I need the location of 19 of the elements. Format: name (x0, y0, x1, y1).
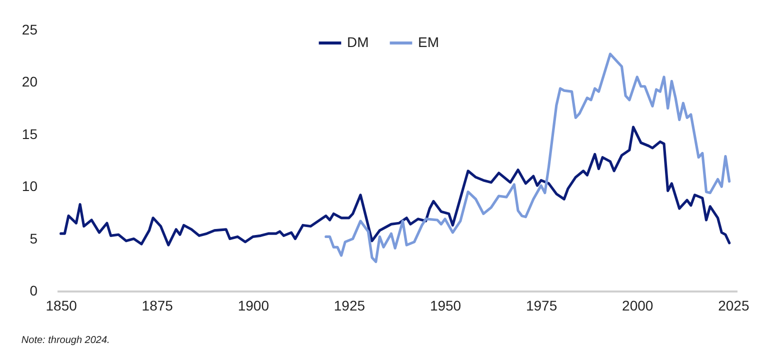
y-tick-label: 25 (22, 22, 38, 38)
legend-label: EM (418, 34, 439, 50)
x-tick-label: 2000 (622, 298, 654, 314)
x-tick-label: 1900 (238, 298, 270, 314)
x-tick-label: 1850 (46, 298, 78, 314)
text: Note: through 2024. (21, 335, 110, 346)
y-tick-label: 0 (30, 282, 38, 298)
x-tick-label: 1925 (334, 298, 366, 314)
line-series (60, 126, 731, 246)
y-tick-label: 20 (22, 74, 38, 90)
x-tick-label: 1950 (430, 298, 462, 314)
y-tick-label: 10 (22, 178, 38, 194)
line-series (324, 52, 731, 264)
y-tick-label: 5 (30, 230, 38, 246)
x-tick-label: 1975 (526, 298, 558, 314)
x-tick-label: 1875 (142, 298, 174, 314)
x-tick-label: 2025 (718, 298, 750, 314)
legend-label: DM (347, 34, 369, 50)
y-tick-label: 15 (22, 126, 38, 142)
